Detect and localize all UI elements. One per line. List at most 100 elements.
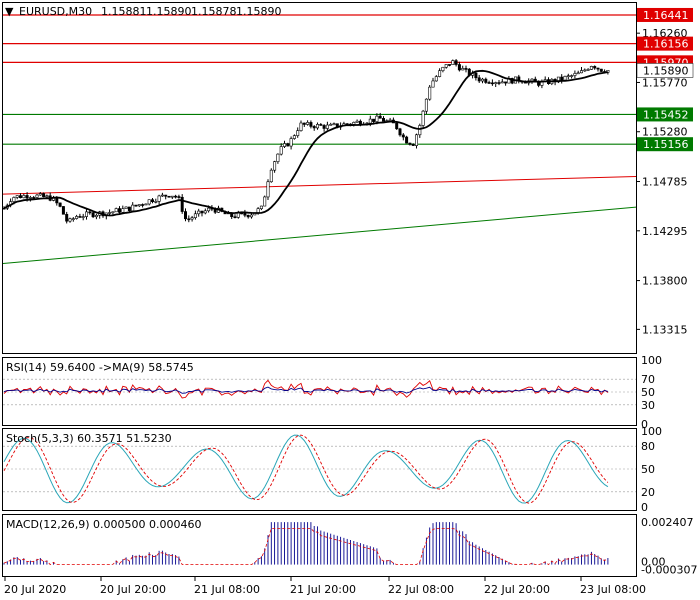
rsi-tick-label: 50	[641, 386, 655, 399]
stoch-tick-label: 100	[641, 425, 662, 438]
candle	[289, 136, 293, 150]
candle	[61, 206, 65, 215]
candle	[71, 217, 75, 222]
macd-label: MACD(12,26,9) 0.000500 0.000460	[6, 518, 202, 531]
candle	[22, 193, 26, 199]
time-tick-label: 23 Jul 08:00	[580, 583, 646, 596]
rsi-tick-label: 30	[641, 399, 655, 412]
candle	[58, 202, 62, 208]
candle	[332, 122, 336, 126]
stoch-signal-line	[3, 434, 609, 504]
rsi-tick-label: 100	[641, 354, 662, 367]
current-price-tag	[636, 63, 694, 78]
stoch-label: Stoch(5,3,3) 60.3571 51.5230	[6, 432, 172, 445]
stoch-tick-label: 20	[641, 486, 655, 499]
candle	[570, 74, 574, 79]
candle	[381, 116, 385, 122]
candle	[319, 123, 323, 126]
candle	[398, 127, 402, 137]
macd-pane[interactable]	[2, 514, 637, 577]
price-tick-label: 1.13315	[642, 323, 688, 336]
candle	[315, 122, 319, 130]
price-tick-label: 1.13800	[642, 275, 688, 288]
macd-signal-line	[3, 528, 609, 566]
candle	[504, 81, 508, 86]
level-tag	[637, 107, 693, 122]
candle	[114, 207, 118, 213]
candle	[65, 211, 69, 224]
level-tag-label: 1.16156	[643, 38, 689, 51]
candle	[589, 65, 593, 70]
candle	[174, 194, 178, 199]
candle	[441, 66, 445, 73]
candle	[457, 61, 461, 72]
candle	[477, 74, 481, 84]
candle	[160, 192, 164, 197]
candle	[325, 121, 329, 131]
candle	[405, 135, 409, 144]
main-price-pane[interactable]	[2, 2, 637, 354]
candle	[431, 77, 435, 88]
level-tag	[637, 137, 693, 152]
stoch-main-line	[3, 434, 609, 504]
candle	[266, 179, 270, 200]
candle	[38, 192, 42, 196]
candle	[306, 120, 310, 126]
level-tag	[637, 36, 693, 51]
price-tick-label: 1.15280	[642, 126, 688, 139]
price-tick-label: 1.15770	[642, 76, 688, 89]
candle	[108, 209, 112, 215]
candle	[233, 214, 237, 219]
candle	[296, 127, 300, 138]
candle	[141, 203, 145, 208]
candle	[444, 64, 448, 69]
candle	[421, 109, 425, 129]
candle	[461, 65, 465, 71]
candle	[299, 120, 303, 132]
candle	[134, 204, 138, 207]
candle	[596, 67, 600, 72]
candle	[276, 153, 280, 164]
time-tick-label: 20 Jul 2020	[4, 583, 66, 596]
candle	[566, 73, 570, 80]
candle	[42, 192, 46, 198]
level-tag-label: 1.16441	[643, 9, 689, 22]
ohlc-high: 1.15890	[146, 5, 192, 18]
candle	[447, 64, 451, 67]
candle	[428, 84, 432, 101]
candle	[434, 75, 438, 82]
level-tag-label: 1.15156	[643, 138, 689, 151]
rsi-pane[interactable]	[2, 357, 637, 426]
candle	[494, 81, 498, 88]
candle	[246, 214, 250, 219]
candle	[157, 194, 161, 205]
ohlc-low: 1.15878	[191, 5, 237, 18]
candle	[424, 98, 428, 114]
candle	[68, 217, 72, 223]
candle	[203, 208, 207, 215]
candle	[263, 195, 267, 207]
candle	[474, 71, 478, 81]
candle	[500, 78, 504, 84]
price-tick-label: 1.14295	[642, 225, 688, 238]
candle	[329, 122, 333, 126]
candle	[78, 213, 82, 218]
symbol-label: EURUSD,M30	[19, 5, 92, 18]
candle	[187, 215, 191, 223]
price-tick-label: 1.14785	[642, 176, 688, 189]
candle	[279, 143, 283, 156]
time-tick-label: 21 Jul 08:00	[194, 583, 260, 596]
candle	[35, 194, 39, 199]
candle	[282, 140, 286, 148]
chart-menu-icon[interactable]: ▼	[5, 5, 14, 18]
candle	[451, 59, 455, 65]
candle	[490, 79, 494, 86]
candle	[170, 195, 174, 200]
candle	[454, 59, 458, 67]
candle	[418, 123, 422, 138]
candle	[250, 213, 254, 219]
rsi-tick-label: 0	[641, 418, 648, 431]
rsi-tick-label: 70	[641, 373, 655, 386]
resistance-trendline	[2, 175, 637, 195]
